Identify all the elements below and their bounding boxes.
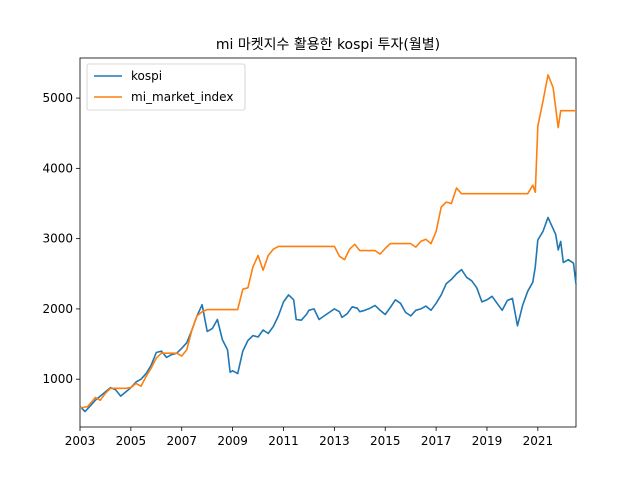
series-line-kospi xyxy=(79,216,577,413)
y-tick-label: 5000 xyxy=(42,91,73,105)
x-tick-label: 2021 xyxy=(523,434,554,448)
chart-title: mi 마켓지수 활용한 kospi 투자(월별) xyxy=(216,37,440,53)
legend-label-mi-market-index: mi_market_index xyxy=(131,90,233,104)
x-tick-label: 2019 xyxy=(472,434,503,448)
legend-label-kospi: kospi xyxy=(131,69,162,83)
y-tick-label: 1000 xyxy=(42,372,73,386)
legend-box xyxy=(86,63,246,111)
y-tick-label: 4000 xyxy=(42,161,73,175)
x-tick-label: 2009 xyxy=(217,434,248,448)
x-tick-label: 2005 xyxy=(116,434,147,448)
series-line-mi-market-index xyxy=(79,74,576,409)
y-tick-label: 3000 xyxy=(42,232,73,246)
x-tick-label: 2017 xyxy=(421,434,452,448)
x-tick-label: 2011 xyxy=(268,434,299,448)
x-tick-label: 2015 xyxy=(370,434,401,448)
y-tick-label: 2000 xyxy=(42,302,73,316)
series-layer xyxy=(79,74,577,413)
x-tick-label: 2013 xyxy=(319,434,350,448)
plot-area-frame xyxy=(79,57,577,428)
legend: kospi mi_market_index xyxy=(86,63,246,111)
axis-layer: 2003 2005 2007 2009 2011 2013 2015 2017 2019 2021… xyxy=(42,91,553,448)
x-tick-label: 2003 xyxy=(65,434,96,448)
x-tick-label: 2007 xyxy=(166,434,197,448)
